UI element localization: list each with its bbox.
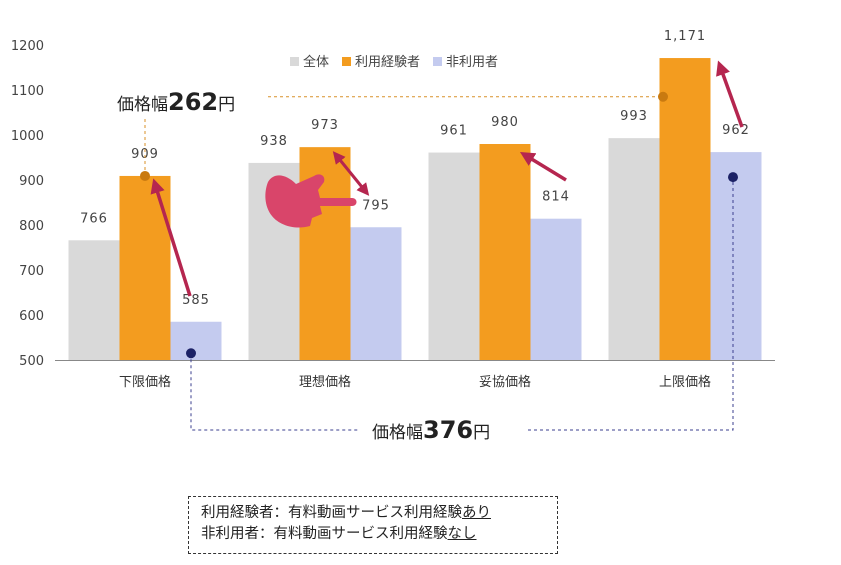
range-endpoint-dot: [140, 170, 150, 181]
trend-arrow: [519, 151, 567, 182]
note-line-users-text: 利用経験者：有料動画サービス利用経験: [201, 505, 462, 521]
legend-label: 利用経験者: [355, 55, 420, 70]
bar: [530, 218, 582, 360]
y-tick-label: 1200: [11, 39, 44, 54]
bar: [710, 152, 762, 360]
note-line-nonusers-text: 非利用者：有料動画サービス利用経験: [201, 526, 448, 542]
bar: [479, 144, 531, 360]
trend-arrow: [716, 60, 744, 128]
legend-swatch: [433, 57, 442, 66]
data-label: 962: [722, 123, 750, 138]
y-axis: 500 600 700 800 900 1000 1100 1200: [11, 39, 44, 369]
data-label: 993: [620, 109, 648, 124]
bar: [170, 321, 222, 360]
y-tick-label: 1100: [11, 84, 44, 99]
data-label: 795: [362, 198, 390, 213]
range-value: 262: [168, 88, 218, 116]
legend-label: 非利用者: [446, 55, 498, 70]
data-label: 961: [440, 124, 468, 139]
legend-label: 全体: [303, 54, 329, 70]
data-label: 973: [311, 118, 339, 133]
data-label: 938: [260, 134, 288, 149]
data-label: 1,171: [664, 29, 706, 44]
category-label: 妥協価格: [479, 374, 531, 390]
range-value: 376: [423, 416, 473, 444]
range-callout-experienced: 価格幅262円: [117, 88, 235, 116]
note-line-nonusers: 非利用者：有料動画サービス利用経験なし: [201, 524, 545, 545]
double-arrow-icon: [332, 151, 370, 196]
range-guide-line: [528, 177, 734, 431]
pointing-hand-shape: [265, 174, 357, 228]
note-line-nonusers-emphasis: なし: [447, 526, 477, 542]
category-label: 理想価格: [299, 374, 351, 390]
definition-note: 利用経験者：有料動画サービス利用経験あり 非利用者：有料動画サービス利用経験なし: [188, 496, 558, 554]
range-prefix: 価格幅: [372, 423, 423, 443]
category-label: 下限価格: [119, 374, 171, 390]
legend-swatch: [342, 57, 351, 66]
range-endpoint-dot: [658, 91, 668, 102]
note-line-users-emphasis: あり: [462, 505, 491, 521]
bar: [428, 152, 480, 360]
y-tick-label: 600: [19, 309, 44, 324]
legend: 全体 利用経験者 非利用者: [290, 54, 498, 70]
bar: [608, 138, 660, 360]
pointing-hand-icon: [265, 174, 357, 228]
y-tick-label: 700: [19, 264, 44, 279]
y-tick-label: 1000: [11, 129, 44, 144]
data-label: 585: [182, 293, 210, 308]
range-prefix: 価格幅: [117, 95, 168, 115]
bar: [659, 58, 711, 361]
note-line-users: 利用経験者：有料動画サービス利用経験あり: [201, 503, 545, 524]
trend-arrow: [150, 178, 192, 297]
legend-swatch: [290, 57, 299, 66]
data-label: 766: [80, 211, 108, 226]
y-tick-label: 500: [19, 354, 44, 369]
bar: [350, 227, 402, 360]
range-endpoint-dot: [728, 172, 738, 183]
bar: [68, 240, 120, 360]
range-endpoint-dot: [186, 348, 196, 359]
range-guide-line: [190, 353, 360, 431]
range-suffix: 円: [218, 95, 235, 115]
data-label: 909: [131, 147, 159, 162]
data-label: 980: [491, 115, 519, 130]
y-tick-label: 800: [19, 219, 44, 234]
y-tick-label: 900: [19, 174, 44, 189]
category-label: 上限価格: [659, 374, 711, 390]
range-suffix: 円: [473, 423, 490, 443]
range-callout-nonuser: 価格幅376円: [372, 416, 490, 444]
category-axis: 下限価格 理想価格 妥協価格 上限価格: [119, 374, 711, 390]
data-label: 814: [542, 190, 570, 205]
